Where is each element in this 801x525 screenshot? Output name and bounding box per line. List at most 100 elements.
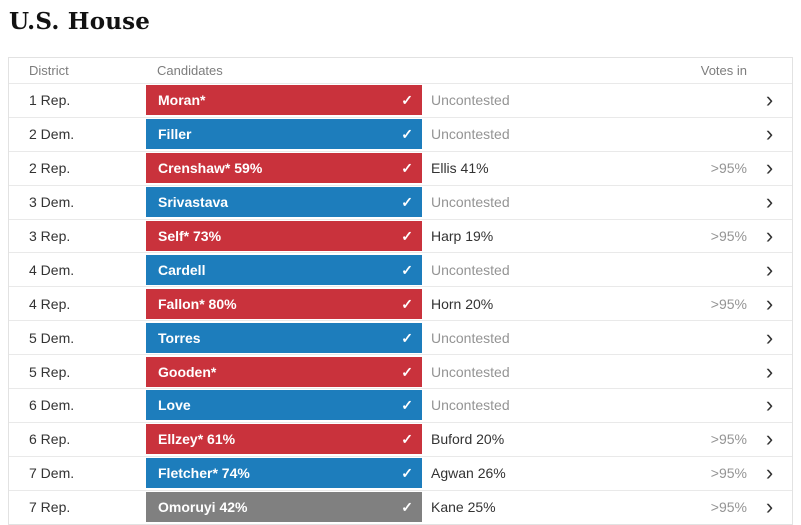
winner-name: Torres <box>158 329 201 346</box>
winner-name: Ellzey* 61% <box>158 431 236 448</box>
winner-bar: Moran* ✓ <box>146 85 422 116</box>
candidates-cell: Fletcher* 74% ✓ <box>146 458 422 489</box>
row-link[interactable]: › <box>747 460 792 486</box>
chevron-right-icon[interactable]: › <box>765 358 774 384</box>
district-label: 7 Dem. <box>29 465 75 482</box>
district-label: 5 Dem. <box>29 329 75 346</box>
row-link[interactable]: › <box>747 87 792 113</box>
chevron-right-icon[interactable]: › <box>765 426 774 452</box>
row-link[interactable]: › <box>747 290 792 316</box>
candidates-cell: Omoruyi 42% ✓ <box>146 492 422 523</box>
candidates-cell: Torres ✓ <box>146 322 422 353</box>
row-link[interactable]: › <box>747 155 792 181</box>
winner-name: Fletcher* 74% <box>158 465 250 482</box>
column-header-votes-in: Votes in <box>700 63 747 78</box>
candidates-cell: Ellzey* 61% ✓ <box>146 424 422 455</box>
candidates-cell: Gooden* ✓ <box>146 356 422 387</box>
chevron-right-icon[interactable]: › <box>765 189 774 215</box>
candidates-cell: Moran* ✓ <box>146 85 422 116</box>
table-row[interactable]: 4 Rep. Fallon* 80% ✓ Horn 20% >95% › <box>9 286 792 320</box>
check-icon: ✓ <box>401 160 413 177</box>
table-row[interactable]: 7 Rep. Omoruyi 42% ✓ Kane 25% >95% › <box>9 489 792 524</box>
district-label: 7 Rep. <box>29 499 71 516</box>
votes-in-value: >95% <box>710 431 747 448</box>
table-row[interactable]: 6 Rep. Ellzey* 61% ✓ Buford 20% >95% › <box>9 421 792 456</box>
check-icon: ✓ <box>401 499 413 516</box>
chevron-right-icon[interactable]: › <box>765 494 774 520</box>
row-link[interactable]: › <box>747 189 792 215</box>
winner-bar: Omoruyi 42% ✓ <box>146 492 422 523</box>
winner-name: Cardell <box>158 261 206 278</box>
candidates-cell: Love ✓ <box>146 390 422 421</box>
winner-name: Self* 73% <box>158 228 222 244</box>
winner-bar: Torres ✓ <box>146 322 422 353</box>
row-link[interactable]: › <box>747 426 792 452</box>
table-row[interactable]: 4 Dem. Cardell ✓ Uncontested › <box>9 252 792 286</box>
district-label: 6 Rep. <box>29 431 71 448</box>
table-row[interactable]: 3 Dem. Srivastava ✓ Uncontested › <box>9 184 792 219</box>
candidates-cell: Srivastava ✓ <box>146 187 422 218</box>
check-icon: ✓ <box>401 92 413 109</box>
district-label: 3 Rep. <box>29 228 71 244</box>
table-row[interactable]: 2 Dem. Filler ✓ Uncontested › <box>9 116 792 151</box>
row-link[interactable]: › <box>747 392 792 418</box>
table-row[interactable]: 5 Rep. Gooden* ✓ Uncontested › <box>9 354 792 388</box>
chevron-right-icon[interactable]: › <box>765 155 774 181</box>
check-icon: ✓ <box>401 465 413 482</box>
district-label: 2 Dem. <box>29 126 75 143</box>
check-icon: ✓ <box>401 431 413 448</box>
chevron-right-icon[interactable]: › <box>765 121 774 147</box>
row-link[interactable]: › <box>747 358 792 384</box>
opponent-label: Ellis 41% <box>431 160 489 177</box>
chevron-right-icon[interactable]: › <box>765 87 774 113</box>
winner-bar: Srivastava ✓ <box>146 187 422 218</box>
winner-bar: Filler ✓ <box>146 119 422 150</box>
row-link[interactable]: › <box>747 324 792 350</box>
votes-in-value: >95% <box>710 228 747 244</box>
winner-name: Filler <box>158 126 192 143</box>
winner-bar: Gooden* ✓ <box>146 356 422 387</box>
candidates-cell: Crenshaw* 59% ✓ <box>146 153 422 184</box>
table-row[interactable]: 5 Dem. Torres ✓ Uncontested › <box>9 320 792 354</box>
opponent-label: Uncontested <box>431 92 510 109</box>
table-body: 1 Rep. Moran* ✓ Uncontested › 2 Dem. Fil… <box>9 83 792 524</box>
table-row[interactable]: 1 Rep. Moran* ✓ Uncontested › <box>9 83 792 117</box>
winner-name: Moran* <box>158 92 206 109</box>
winner-bar: Self* 73% ✓ <box>146 221 422 251</box>
candidates-cell: Cardell ✓ <box>146 254 422 285</box>
chevron-right-icon[interactable]: › <box>765 460 774 486</box>
row-link[interactable]: › <box>747 256 792 282</box>
table-row[interactable]: 7 Dem. Fletcher* 74% ✓ Agwan 26% >95% › <box>9 455 792 490</box>
chevron-right-icon[interactable]: › <box>765 222 774 248</box>
chevron-right-icon[interactable]: › <box>765 392 774 418</box>
opponent-label: Uncontested <box>431 194 510 211</box>
candidates-cell: Filler ✓ <box>146 119 422 150</box>
district-label: 5 Rep. <box>29 363 71 380</box>
table-row[interactable]: 6 Dem. Love ✓ Uncontested › <box>9 388 792 422</box>
opponent-label: Kane 25% <box>431 499 496 516</box>
chevron-right-icon[interactable]: › <box>765 324 774 350</box>
district-label: 6 Dem. <box>29 397 75 414</box>
district-label: 3 Dem. <box>29 194 75 211</box>
row-link[interactable]: › <box>747 222 792 248</box>
chevron-right-icon[interactable]: › <box>765 256 774 282</box>
opponent-label: Uncontested <box>431 397 510 414</box>
row-link[interactable]: › <box>747 121 792 147</box>
candidates-cell: Fallon* 80% ✓ <box>146 288 422 319</box>
winner-bar: Crenshaw* 59% ✓ <box>146 153 422 184</box>
check-icon: ✓ <box>401 363 413 380</box>
opponent-label: Uncontested <box>431 261 510 278</box>
opponent-label: Uncontested <box>431 363 510 380</box>
opponent-label: Horn 20% <box>431 295 494 312</box>
opponent-label: Uncontested <box>431 126 510 143</box>
results-table: District Candidates Votes in 1 Rep. Mora… <box>8 57 793 525</box>
winner-name: Fallon* 80% <box>158 295 237 312</box>
table-row[interactable]: 3 Rep. Self* 73% ✓ Harp 19% >95% › <box>9 218 792 253</box>
winner-bar: Fallon* 80% ✓ <box>146 288 422 319</box>
opponent-label: Uncontested <box>431 329 510 346</box>
check-icon: ✓ <box>401 261 413 278</box>
chevron-right-icon[interactable]: › <box>765 290 774 316</box>
check-icon: ✓ <box>401 194 413 211</box>
row-link[interactable]: › <box>747 494 792 520</box>
table-row[interactable]: 2 Rep. Crenshaw* 59% ✓ Ellis 41% >95% › <box>9 150 792 185</box>
